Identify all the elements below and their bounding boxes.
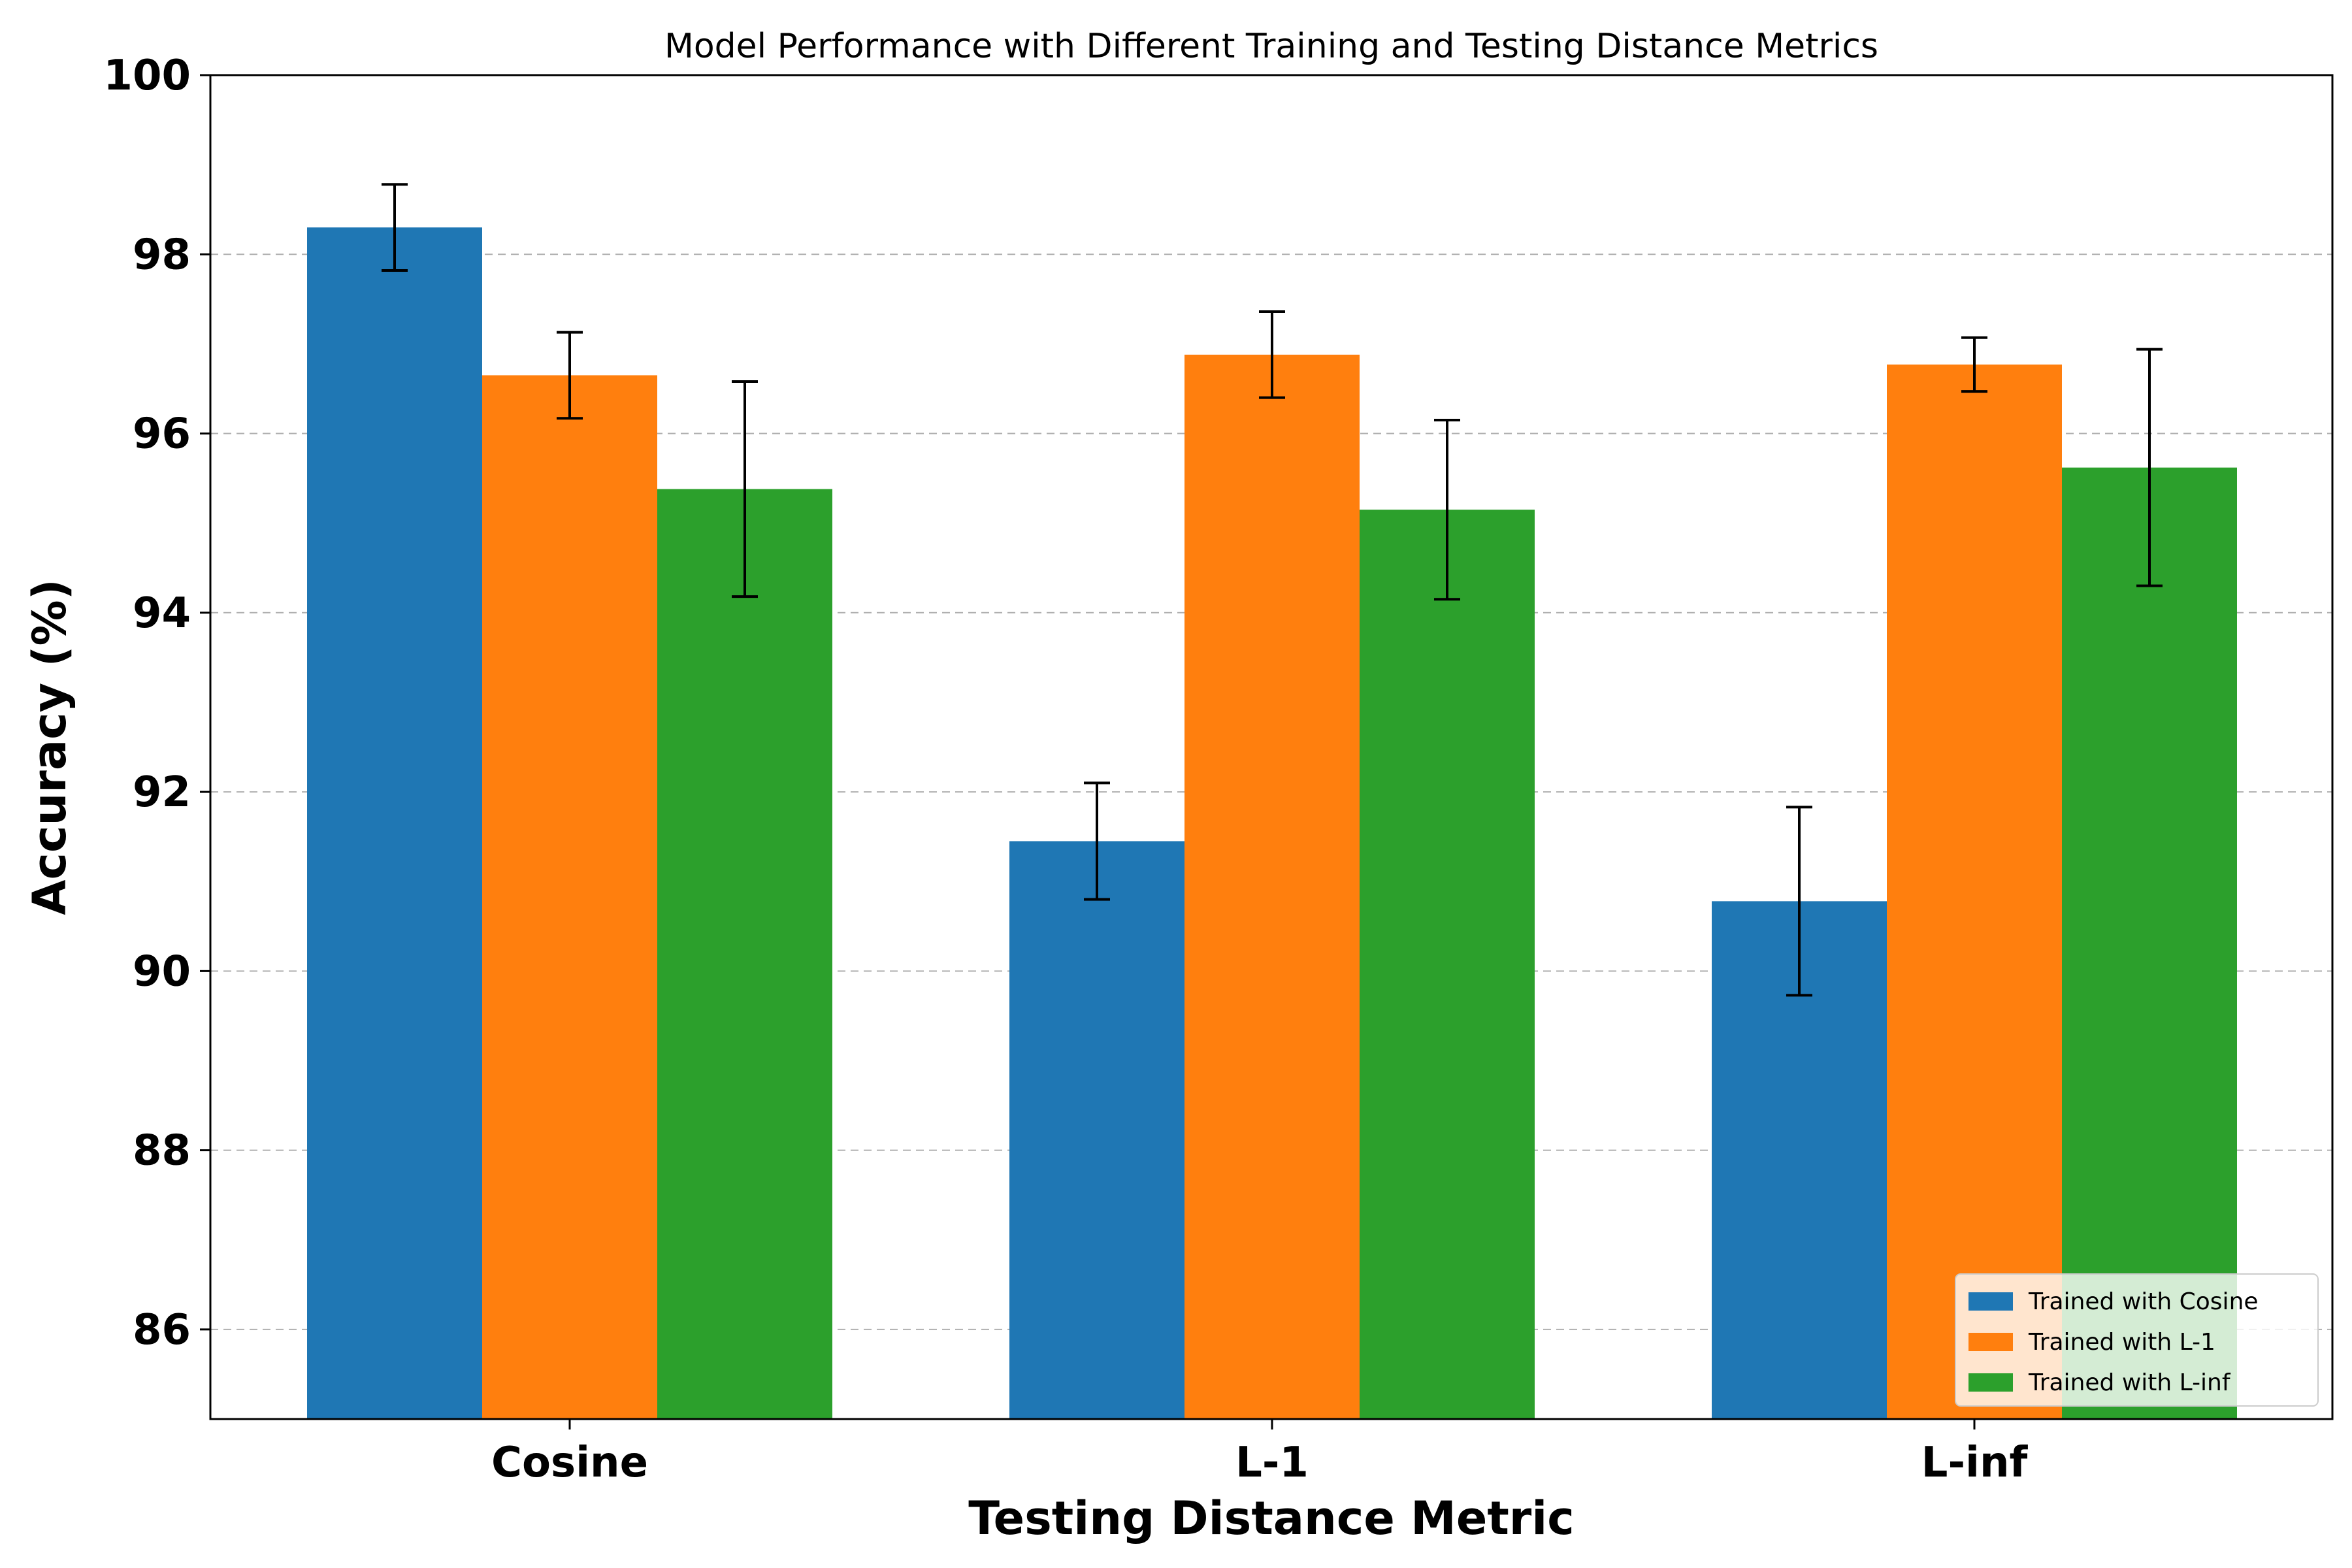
legend-box [1955,1273,2319,1407]
x-axis-ticks: Cosine L-1 L-inf [491,1419,2029,1487]
y-axis-label: Accuracy (%) [23,579,76,915]
legend-label: Trained with L-1 [2028,1329,2215,1356]
y-axis-ticks: 86 88 90 92 94 96 98 100 [103,52,210,1354]
y-tick-label: 94 [133,589,191,638]
y-tick-label: 92 [133,768,191,817]
bar-trained-with-l-1-l-1 [1184,354,1360,1420]
chart-title: Model Performance with Different Trainin… [664,27,1878,66]
y-tick-label: 98 [133,231,191,279]
x-tick-label: Cosine [491,1439,648,1487]
legend-swatch [1968,1373,2013,1392]
bars [307,227,2237,1420]
bar-trained-with-l-inf-l-inf [2062,467,2237,1419]
x-tick-label: L-1 [1235,1439,1309,1487]
bar-trained-with-l-inf-cosine [657,489,832,1419]
bar-trained-with-l-1-l-inf [1887,364,2062,1419]
y-tick-label: 96 [133,410,191,459]
bar-trained-with-l-1-cosine [482,375,657,1419]
y-tick-label: 86 [133,1306,191,1354]
x-axis-label: Testing Distance Metric [968,1492,1575,1545]
legend-label: Trained with L-inf [2028,1369,2231,1396]
y-tick-label: 88 [133,1127,191,1175]
bar-trained-with-cosine-l-1 [1009,841,1184,1419]
bar-trained-with-l-inf-l-1 [1360,510,1535,1419]
legend-label: Trained with Cosine [2028,1288,2259,1315]
y-tick-label: 90 [133,947,191,996]
legend-swatch [1968,1292,2013,1311]
legend-swatch [1968,1333,2013,1351]
legend: Trained with Cosine Trained with L-1 Train… [1955,1273,2319,1407]
error-bars [382,183,2163,997]
bar-trained-with-cosine-cosine [307,227,482,1419]
x-tick-label: L-inf [1921,1439,2029,1487]
y-tick-label: 100 [103,52,191,100]
